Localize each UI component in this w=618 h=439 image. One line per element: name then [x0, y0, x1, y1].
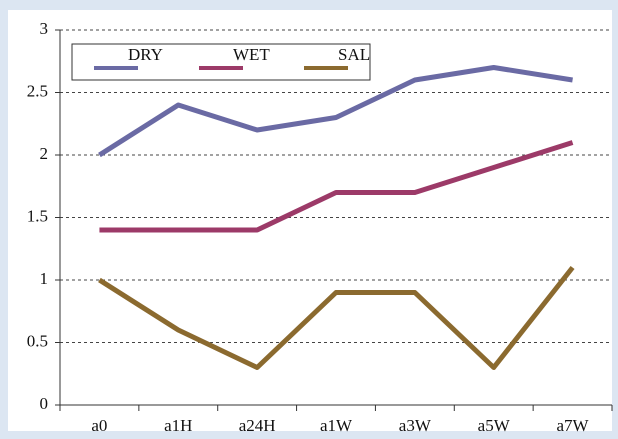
x-tick-label: a1H: [164, 416, 192, 435]
legend-box: [71, 43, 371, 81]
x-tick-label: a5W: [478, 416, 511, 435]
x-tick-label: a7W: [557, 416, 590, 435]
y-tick-label: 1.5: [27, 206, 48, 225]
y-tick-label: 0.5: [27, 331, 48, 350]
x-tick-label: a1W: [320, 416, 353, 435]
y-tick-label: 2.5: [27, 81, 48, 100]
x-tick-label: a0: [91, 416, 107, 435]
legend-label: SAL: [338, 45, 370, 64]
y-tick-label: 3: [40, 19, 49, 38]
legend-label: DRY: [128, 45, 163, 64]
legend-label: WET: [233, 45, 270, 64]
series-line: [98, 65, 573, 158]
series-line: [99, 140, 574, 233]
series-line: [98, 265, 575, 370]
y-tick-label: 2: [40, 144, 49, 163]
y-tick-label: 1: [40, 269, 49, 288]
x-tick-label: a3W: [399, 416, 432, 435]
x-tick-label: a24H: [239, 416, 276, 435]
y-tick-label: 0: [40, 394, 49, 413]
